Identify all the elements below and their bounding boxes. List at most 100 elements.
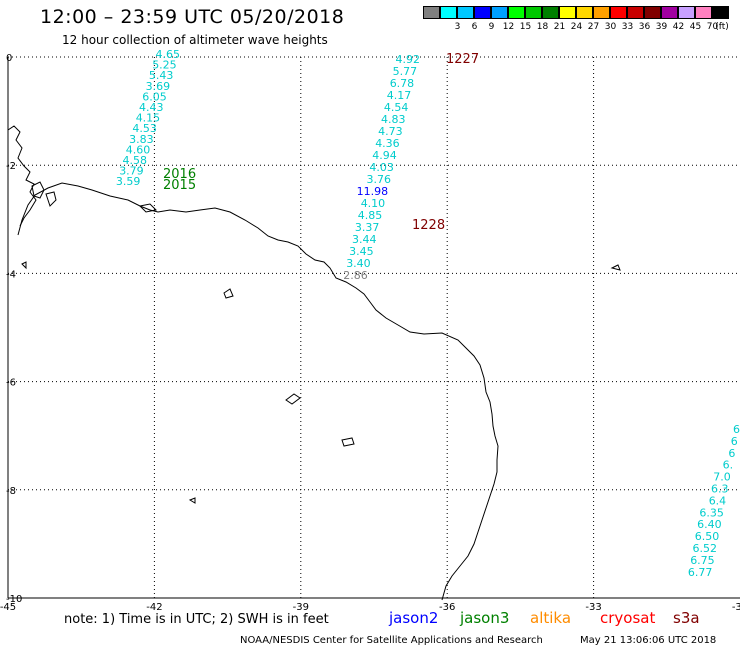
wave-height-value: 3.45 <box>349 245 374 258</box>
wave-height-value: 4.60 <box>126 143 151 156</box>
wave-height-value: 6.78 <box>390 77 415 90</box>
wave-height-value: 6.35 <box>699 506 724 519</box>
wave-height-value: 4.10 <box>361 197 386 210</box>
scale-label: 6 <box>471 22 478 32</box>
lon-tick-label: -30 <box>732 602 740 613</box>
island-small-3 <box>341 437 355 447</box>
wave-height-value: 3.83 <box>129 133 154 146</box>
scale-swatch <box>440 6 457 19</box>
lat-tick-label: -8 <box>6 486 16 497</box>
scale-swatch <box>593 6 610 19</box>
scale-swatch <box>559 6 576 19</box>
scale-label: 33 <box>621 22 634 32</box>
lat-tick-label: -10 <box>6 594 22 605</box>
lon-tick-label: -45 <box>0 602 16 613</box>
scale-label: 12 <box>502 22 515 32</box>
altimeter-tracks: 4.655.255.433.696.054.434.154.533.834.60… <box>116 48 740 579</box>
lat-tick-label: -2 <box>6 161 16 172</box>
track-time-label: 2016 <box>163 167 196 182</box>
scale-swatch <box>576 6 593 19</box>
wave-height-value: 4.54 <box>384 101 409 114</box>
scale-swatch <box>474 6 491 19</box>
wave-height-value: 6. <box>723 459 734 472</box>
axis-labels: -45 -42 -39 -36 -33 -30 0 -2 -4 -6 -8 -10 <box>0 53 740 613</box>
wave-height-value: 2.86 <box>343 269 368 282</box>
lon-tick-label: -42 <box>146 602 162 613</box>
scale-swatch <box>695 6 712 19</box>
track-time-label: 1227 <box>446 52 479 67</box>
wave-height-value: 6.4 <box>709 494 727 507</box>
scale-label: 36 <box>638 22 651 32</box>
wave-height-value: 6.75 <box>690 554 715 567</box>
map-title: 12:00 – 23:59 UTC 05/20/2018 <box>40 6 345 28</box>
scale-swatch <box>491 6 508 19</box>
track-time-label: 2015 <box>163 178 196 193</box>
wave-height-value: 4.65 <box>156 48 181 61</box>
coastline <box>7 125 621 601</box>
island-small-1 <box>223 288 234 299</box>
legend-note: note: 1) Time is in UTC; 2) SWH is in fe… <box>64 612 329 627</box>
scale-label: 18 <box>536 22 549 32</box>
wave-height-value: 5.77 <box>393 65 418 78</box>
island-small-5 <box>188 497 196 504</box>
scale-swatch <box>508 6 525 19</box>
brazil-coastline <box>17 182 499 601</box>
scale-swatch <box>661 6 678 19</box>
satellite-jason2: jason2 <box>389 609 439 627</box>
wave-height-value: 4.73 <box>378 125 403 138</box>
wave-height-value: 3.79 <box>119 165 144 178</box>
island-small-6 <box>21 261 27 270</box>
lon-tick-label: -33 <box>585 602 601 613</box>
scale-label: 27 <box>587 22 600 32</box>
lat-tick-label: 0 <box>6 53 12 64</box>
wave-height-value: 6 <box>728 447 735 460</box>
island-small-4 <box>610 264 621 271</box>
scale-label: 9 <box>488 22 495 32</box>
wave-height-value: 4.03 <box>369 161 394 174</box>
scale-swatch <box>712 6 729 19</box>
island-small-2 <box>285 393 301 405</box>
wave-height-value: 3.40 <box>346 257 371 270</box>
wave-height-value: 6.52 <box>693 542 718 555</box>
scale-swatch <box>423 6 440 19</box>
scale-swatch <box>610 6 627 19</box>
scale-unit: (ft) <box>715 22 729 32</box>
lon-tick-label: -39 <box>293 602 309 613</box>
satellite-altika: altika <box>530 609 572 627</box>
wave-height-value: 7.0 <box>713 471 731 484</box>
wave-height-value: 6.50 <box>695 530 720 543</box>
satellite-cryosat: cryosat <box>600 609 656 627</box>
wave-height-value: 4.17 <box>387 89 412 102</box>
wave-height-value: 3.76 <box>367 173 392 186</box>
wave-height-value: 6.77 <box>688 566 713 579</box>
wave-height-value: 5.43 <box>149 69 174 82</box>
lon-tick-label: -36 <box>439 602 455 613</box>
scale-swatch <box>627 6 644 19</box>
lat-tick-label: -6 <box>6 378 16 389</box>
wave-height-value: 4.83 <box>381 113 406 126</box>
scale-label: 30 <box>604 22 617 32</box>
wave-height-value: 6.3 <box>711 483 729 496</box>
scale-label: 39 <box>655 22 668 32</box>
wave-height-value: 6.40 <box>697 518 722 531</box>
lat-tick-label: -4 <box>6 269 16 280</box>
wave-height-value: 4.43 <box>139 101 164 114</box>
scale-swatch <box>678 6 695 19</box>
wave-height-value: 6.05 <box>142 90 167 103</box>
wave-height-value: 4.85 <box>358 209 383 222</box>
track-time-label: 1228 <box>412 218 445 233</box>
scale-swatch <box>542 6 559 19</box>
wave-height-value: 4.94 <box>372 149 397 162</box>
wave-height-value: 5.25 <box>152 59 177 72</box>
wave-height-value: 4.15 <box>136 112 161 125</box>
wave-height-value: 4.58 <box>123 154 148 167</box>
satellite-s3a: s3a <box>673 609 700 627</box>
wave-height-value: 3.37 <box>355 221 380 234</box>
scale-label: 70 <box>706 22 719 32</box>
footer-organization: NOAA/NESDIS Center for Satellite Applica… <box>240 635 543 646</box>
scale-label: 42 <box>672 22 685 32</box>
wave-height-value: 3.69 <box>146 80 171 93</box>
footer-timestamp: May 21 13:06:06 UTC 2018 <box>580 635 717 646</box>
lat-lon-grid <box>7 56 740 599</box>
